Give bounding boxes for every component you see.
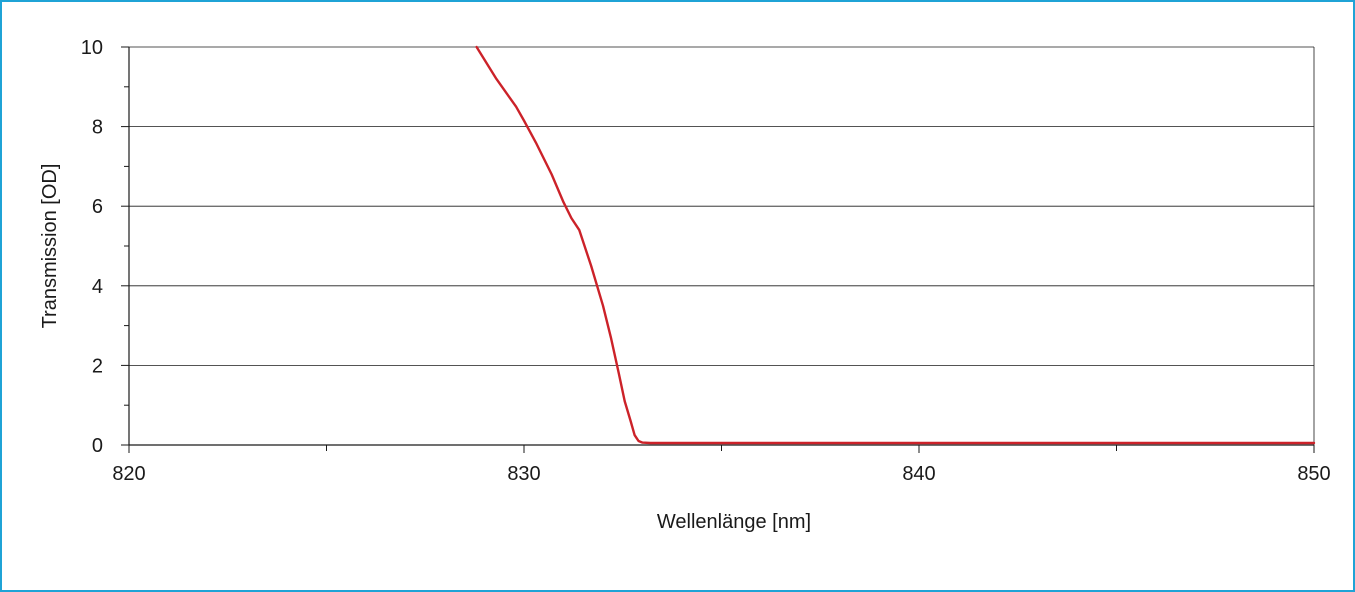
y-tick-label-2: 2 xyxy=(92,355,103,377)
y-axis-title: Transmission [OD] xyxy=(39,164,61,329)
x-tick-label-840: 840 xyxy=(902,463,935,485)
data-series xyxy=(475,45,1316,445)
x-tick-label-830: 830 xyxy=(507,463,540,485)
x-tick-label-820: 820 xyxy=(112,463,145,485)
y-tick-label-8: 8 xyxy=(92,117,103,139)
x-tick-label-850: 850 xyxy=(1297,463,1330,485)
y-tick-label-10: 10 xyxy=(81,37,103,59)
y-tick-label-0: 0 xyxy=(92,435,103,457)
y-tick-label-4: 4 xyxy=(92,276,103,298)
y-tick-label-6: 6 xyxy=(92,196,103,218)
x-axis-title: Wellenlänge [nm] xyxy=(657,511,811,533)
series-line-0 xyxy=(475,45,1316,445)
axes xyxy=(128,47,1315,446)
grid-lines xyxy=(129,46,1314,366)
tick-marks xyxy=(121,46,1315,453)
